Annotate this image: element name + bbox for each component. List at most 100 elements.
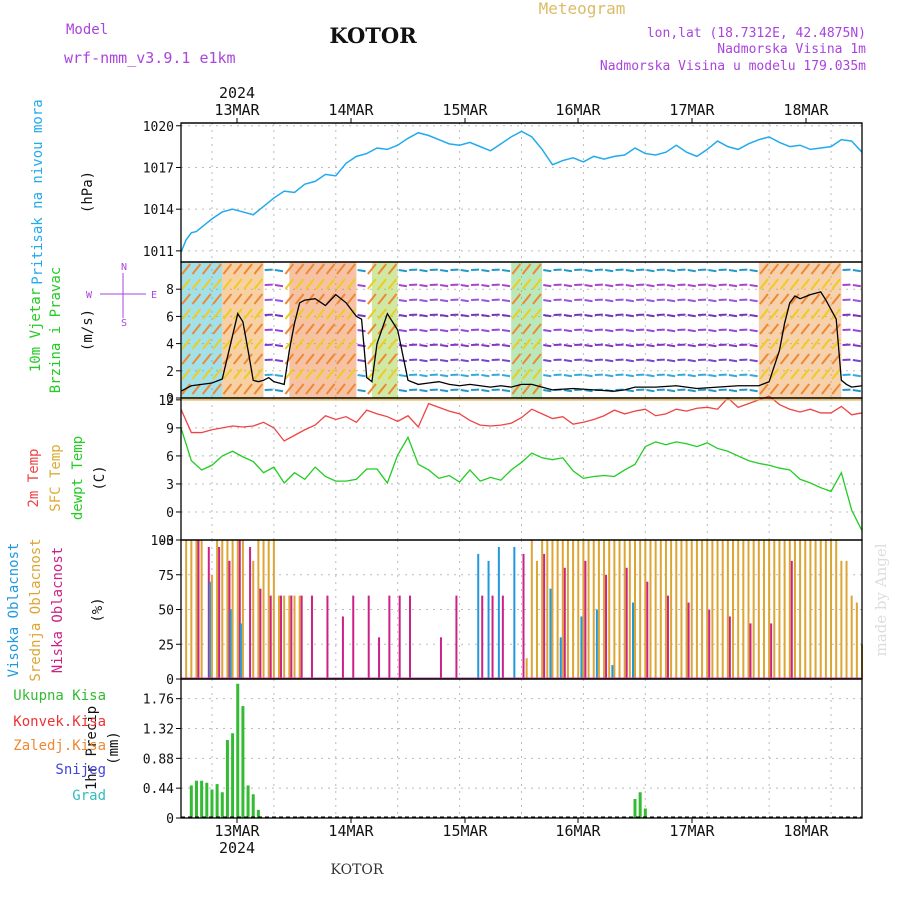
wind-arrow: [181, 308, 191, 320]
wind-arrow: [728, 374, 738, 378]
cloud-mid-bar: [762, 540, 765, 679]
cloud-axis-unit: (%): [90, 597, 106, 622]
cloud-mid-bar: [200, 540, 203, 679]
wind-arrow: [357, 269, 366, 273]
wind-arrow: [325, 368, 336, 380]
cloud-low-bar: [280, 595, 283, 679]
wind-arrow: [810, 278, 821, 290]
cloud-low-bar: [197, 540, 200, 679]
cloud-mid-bar: [752, 540, 755, 679]
wind-arrow: [419, 359, 428, 363]
wind-arrow: [800, 263, 811, 275]
cloud-low-bar: [522, 553, 525, 679]
wind-arrow: [315, 383, 326, 395]
wind-arrow: [274, 359, 284, 363]
wind-arrow: [501, 359, 511, 363]
wind-arrow: [419, 389, 428, 393]
cloud-mid-bar: [680, 540, 683, 679]
wind-arrow: [377, 383, 387, 395]
cloud-high-bar: [513, 546, 516, 679]
wind-arrow: [810, 263, 821, 275]
wind-arrow: [543, 359, 552, 363]
wind-arrow: [253, 293, 264, 305]
wind-arrow: [521, 263, 532, 275]
wind-arrow: [398, 374, 407, 378]
wind-arrow: [294, 293, 305, 305]
wind-arrow: [759, 383, 769, 395]
pressure-tick-label: 1011: [143, 245, 174, 260]
legend-snow: Snijeg: [55, 762, 106, 778]
cloud-low-bar: [687, 602, 690, 679]
wind-arrow: [543, 299, 552, 303]
cloud-mid-bar: [824, 540, 827, 679]
cloud-high-bar: [595, 609, 598, 679]
wind-arrow: [521, 383, 532, 395]
cloud-mid-bar: [267, 540, 270, 679]
wind-arrow: [687, 284, 696, 288]
bottom-day-label: 18MAR: [783, 822, 829, 840]
wind-arrow: [346, 338, 357, 350]
wind-arrow: [605, 284, 614, 288]
wind-arrow: [646, 359, 655, 363]
wind-arrow: [357, 329, 366, 333]
cloud-low-bar: [388, 595, 391, 679]
wind-arrow: [294, 278, 305, 290]
cloud-mid-bar: [613, 540, 616, 679]
wind-arrow: [728, 344, 738, 348]
wind-arrow: [243, 368, 253, 380]
cloud-low-bar: [207, 546, 210, 679]
wind-arrow: [305, 263, 315, 275]
wind-arrow: [563, 314, 573, 318]
wind-arrow: [439, 374, 449, 378]
wind-arrow: [852, 359, 861, 363]
temperature-tick-label: 6: [166, 450, 174, 465]
wind-arrow: [779, 278, 790, 290]
wind-arrow: [243, 383, 253, 395]
wind-arrow: [831, 383, 841, 395]
wind-arrow: [666, 284, 676, 288]
precipitation-tick-label: 0: [166, 812, 174, 827]
cloud-mid-bar: [577, 540, 580, 679]
wind-arrow: [728, 269, 738, 273]
cloud-high-bar: [632, 602, 634, 679]
wind-arrow: [222, 323, 233, 335]
cloud-low-bar: [455, 595, 458, 679]
wind-arrow: [325, 353, 336, 365]
wind-arrow: [336, 263, 346, 275]
wind-arrow: [460, 374, 469, 378]
wind-arrow: [377, 338, 387, 350]
wind-arrow: [563, 284, 573, 288]
wind-arrow: [790, 383, 800, 395]
cloud-low-bar: [218, 546, 221, 679]
cloud-mid-bar: [603, 540, 606, 679]
cloud-mid-bar: [566, 540, 569, 679]
wind-arrow: [852, 299, 861, 303]
clouds-tick-label: 75: [158, 569, 174, 584]
cloud-low-bar: [790, 560, 793, 679]
bottom-day-label: 17MAR: [669, 822, 715, 840]
precipitation-tick-label: 0.44: [143, 782, 174, 797]
wind-arrow: [800, 308, 811, 320]
wind-arrow: [315, 338, 326, 350]
cloud-mid-bar: [231, 540, 234, 679]
cloud-low-bar: [625, 567, 628, 679]
wind-arrow: [810, 353, 821, 365]
wind-arrow: [852, 269, 861, 273]
wind-arrow: [336, 353, 346, 365]
wind-arrow: [294, 383, 305, 395]
wind-arrow: [274, 329, 284, 333]
cloud-mid-bar: [293, 595, 296, 679]
temperature-tick-label: 3: [166, 478, 174, 493]
cloud-mid-bar: [788, 540, 791, 679]
wind-arrow: [821, 278, 831, 290]
wind-arrow: [831, 278, 841, 290]
precip-axis-title: 1hr Precip: [84, 706, 100, 790]
wind-arrow: [790, 263, 800, 275]
wind-arrow: [274, 389, 284, 393]
wind-arrow: [439, 344, 449, 348]
cloud-mid-bar: [747, 540, 750, 679]
wind-arrow: [253, 308, 264, 320]
wind-arrow: [387, 383, 398, 395]
wind-arrow: [532, 323, 542, 335]
wind-arrow: [759, 323, 769, 335]
